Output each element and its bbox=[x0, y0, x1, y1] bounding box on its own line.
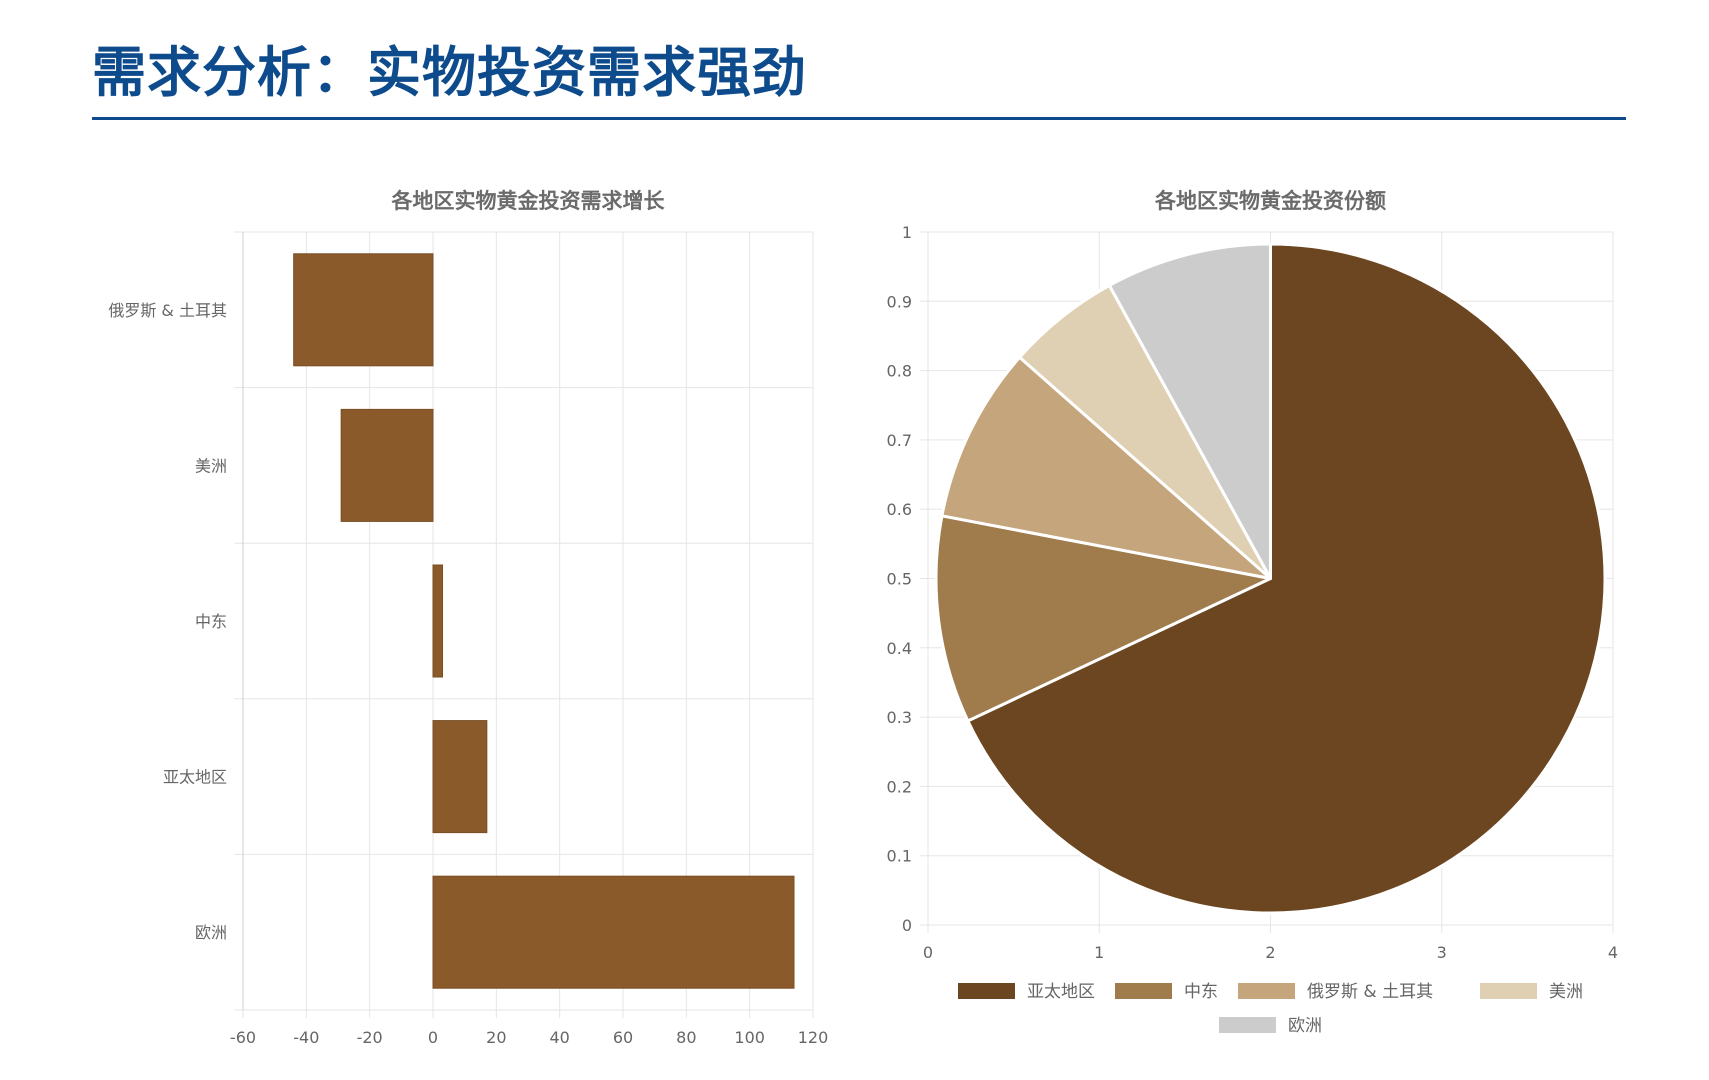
y-tick-label: 0.4 bbox=[887, 639, 912, 658]
page-title: 需求分析：实物投资需求强劲 bbox=[92, 41, 807, 104]
x-tick-label: 1 bbox=[1094, 943, 1104, 962]
category-label: 欧洲 bbox=[195, 923, 227, 942]
x-tick-label: -40 bbox=[293, 1028, 319, 1047]
x-tick-label: 0 bbox=[923, 943, 933, 962]
category-label: 俄罗斯 & 土耳其 bbox=[108, 301, 227, 320]
x-tick-label: -60 bbox=[230, 1028, 256, 1047]
legend-label: 俄罗斯 & 土耳其 bbox=[1307, 982, 1433, 1002]
legend-label: 中东 bbox=[1184, 982, 1218, 1002]
x-tick-label: 60 bbox=[613, 1028, 633, 1047]
x-tick-label: 80 bbox=[676, 1028, 696, 1047]
category-label: 美洲 bbox=[195, 456, 227, 475]
x-tick-label: 2 bbox=[1265, 943, 1275, 962]
legend-swatch bbox=[1115, 983, 1172, 999]
y-tick-label: 0.3 bbox=[887, 708, 912, 727]
y-tick-label: 0.1 bbox=[887, 847, 912, 866]
legend-label: 亚太地区 bbox=[1027, 982, 1095, 1002]
x-tick-label: -20 bbox=[357, 1028, 383, 1047]
bar bbox=[432, 875, 795, 989]
legend-swatch bbox=[958, 983, 1015, 999]
bar bbox=[432, 720, 488, 834]
bar bbox=[340, 408, 434, 522]
legend-swatch bbox=[1480, 983, 1537, 999]
category-label: 亚太地区 bbox=[163, 768, 227, 787]
x-tick-label: 20 bbox=[486, 1028, 506, 1047]
x-tick-label: 100 bbox=[734, 1028, 765, 1047]
title-divider bbox=[92, 117, 1626, 120]
y-tick-label: 0.2 bbox=[887, 777, 912, 796]
x-tick-label: 0 bbox=[428, 1028, 438, 1047]
pie-slice bbox=[1107, 242, 1272, 580]
legend-label: 欧洲 bbox=[1288, 1016, 1322, 1036]
pie-slice bbox=[966, 242, 1607, 915]
y-tick-label: 0.9 bbox=[887, 292, 912, 311]
bar-chart: 各地区实物黄金投资需求增长 -60 -40 -20 0 20 40 60 80 100 120 俄罗斯… bbox=[108, 189, 829, 1047]
y-tick-label: 0.6 bbox=[887, 500, 912, 519]
pie-slice bbox=[940, 355, 1272, 580]
legend-swatch bbox=[1238, 983, 1295, 999]
pie-chart-title: 各地区实物黄金投资份额 bbox=[1154, 189, 1386, 213]
bar bbox=[293, 253, 434, 367]
legend-label: 美洲 bbox=[1549, 982, 1583, 1002]
bar-chart-title: 各地区实物黄金投资需求增长 bbox=[391, 189, 666, 213]
x-tick-label: 3 bbox=[1437, 943, 1447, 962]
y-tick-label: 0.8 bbox=[887, 362, 912, 381]
x-tick-label: 4 bbox=[1608, 943, 1618, 962]
y-tick-label: 1 bbox=[902, 223, 912, 242]
x-tick-label: 120 bbox=[798, 1028, 829, 1047]
bar bbox=[432, 564, 443, 678]
y-tick-label: 0.5 bbox=[887, 570, 912, 589]
category-label: 中东 bbox=[195, 612, 227, 631]
y-tick-label: 0 bbox=[902, 916, 912, 935]
x-tick-label: 40 bbox=[549, 1028, 569, 1047]
legend-swatch bbox=[1219, 1017, 1276, 1033]
pie-slice bbox=[934, 514, 1272, 723]
y-tick-label: 0.7 bbox=[887, 431, 912, 450]
